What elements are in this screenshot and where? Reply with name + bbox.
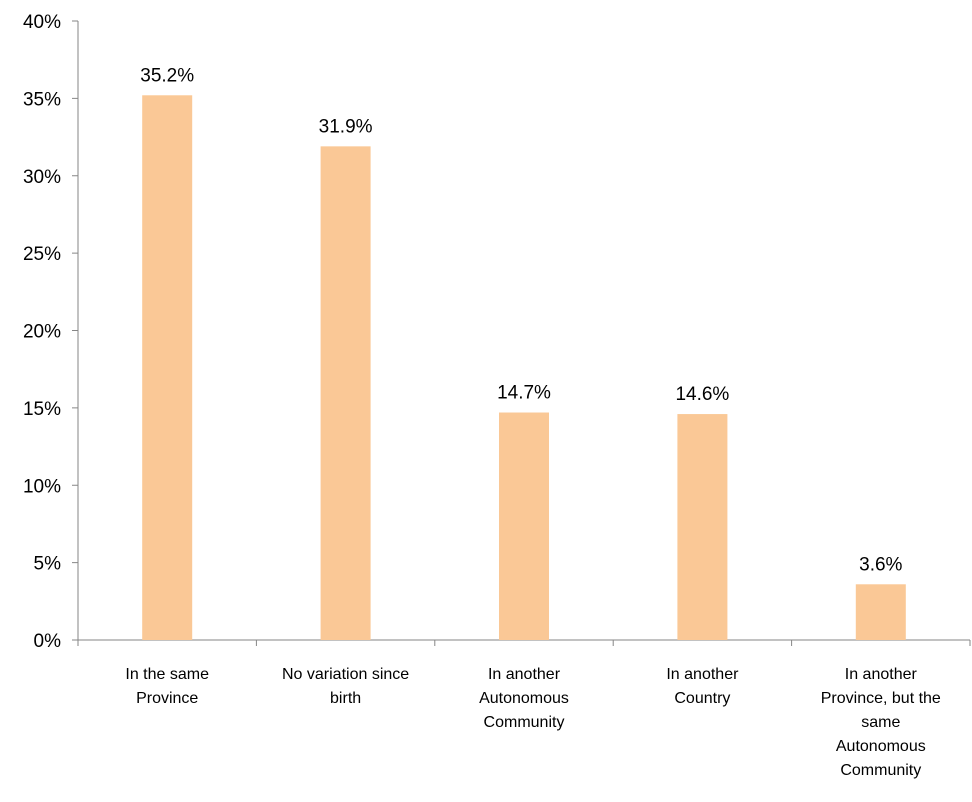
data-label: 3.6% (859, 554, 902, 575)
category-label-line: Autonomous (479, 690, 569, 707)
y-tick-label: 25% (23, 244, 61, 265)
category-label: In another Province, but the same Autonomou… (821, 666, 941, 779)
y-tick-label: 35% (23, 89, 61, 110)
category-label-line: In the same (125, 666, 209, 683)
category-label-line: birth (330, 690, 361, 707)
category-label-line: Autonomous (836, 738, 926, 755)
category-label-line: Province (136, 690, 198, 707)
bar (499, 412, 549, 640)
data-labels: 35.2% 31.9% 14.7% 14.6% 3.6% (140, 65, 902, 575)
bar (855, 584, 906, 640)
data-label: 31.9% (319, 116, 373, 137)
y-tick-label: 0% (34, 631, 62, 652)
data-label: 14.7% (497, 383, 551, 404)
bar (320, 146, 371, 640)
y-tick-label: 30% (23, 167, 61, 188)
category-label-line: Community (484, 714, 565, 731)
category-label: In another Country (666, 666, 739, 707)
x-axis (77, 639, 971, 646)
y-tick-label: 15% (23, 399, 61, 420)
category-label-line: same (861, 714, 900, 731)
y-tick-label: 5% (34, 554, 62, 575)
category-label-line: Province, but the (821, 690, 941, 707)
category-label: In another Autonomous Community (479, 666, 569, 731)
bar (677, 414, 728, 640)
category-label-line: In another (488, 666, 561, 683)
data-label: 14.6% (675, 384, 729, 405)
category-label-line: No variation since (282, 666, 409, 683)
category-label-line: Country (674, 690, 730, 707)
category-label: In the same Province (125, 666, 209, 707)
y-tick-label: 40% (23, 12, 61, 33)
bars (142, 95, 906, 640)
category-label-line: In another (845, 666, 918, 683)
y-tick-label: 10% (23, 476, 61, 497)
category-label-line: In another (666, 666, 739, 683)
y-axis: 0% 5% 10% 15% 20% 25% 30% 35% 40% (23, 12, 79, 652)
data-label: 35.2% (140, 65, 194, 86)
category-labels: In the same Province No variation since bir… (125, 666, 941, 779)
bar (142, 95, 193, 640)
category-label: No variation since birth (282, 666, 409, 707)
category-label-line: Community (840, 762, 921, 779)
y-tick-label: 20% (23, 322, 61, 343)
